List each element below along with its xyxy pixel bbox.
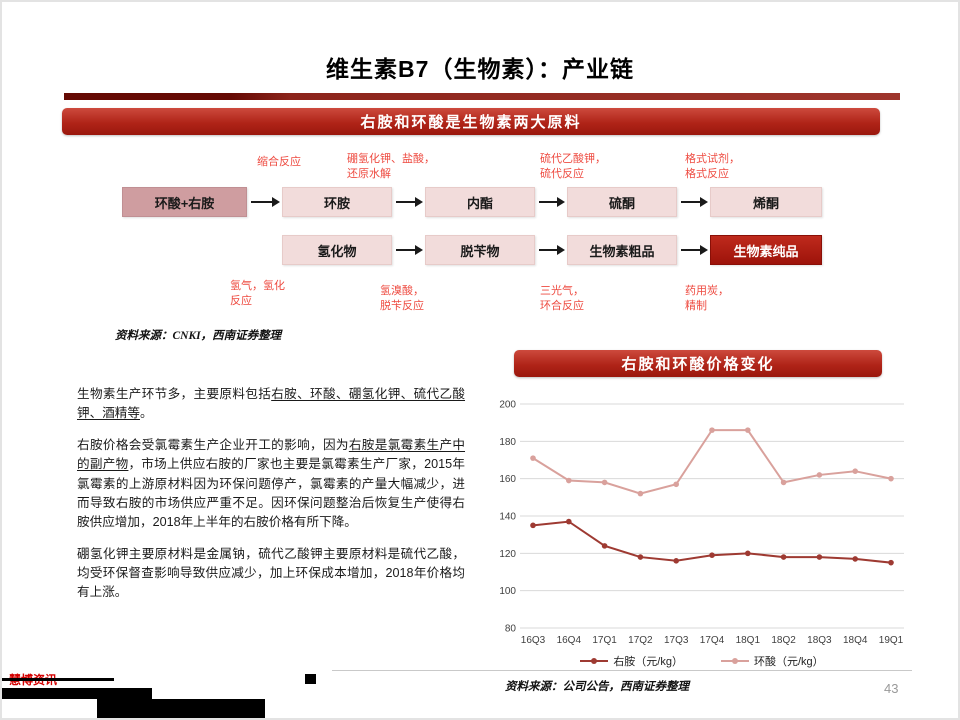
flow-arrow: [681, 197, 708, 207]
flow-arrow: [681, 245, 708, 255]
banner-price-change: 右胺和环酸价格变化: [514, 350, 882, 377]
analysis-paragraph: 硼氢化钾主要原材料是金属钠，硫代乙酸钾主要原材料是硫代乙酸，均受环保督查影响导致…: [77, 546, 465, 600]
footer-divider: [332, 670, 912, 671]
analysis-text: 生物素生产环节多，主要原料包括右胺、环酸、硼氢化钾、硫代乙酸钾、酒精等。右胺价格…: [77, 385, 465, 615]
svg-text:120: 120: [499, 549, 516, 560]
svg-text:18Q2: 18Q2: [771, 635, 796, 646]
svg-text:17Q2: 17Q2: [628, 635, 653, 646]
legend-label: 右胺（元/kg）: [613, 656, 683, 668]
flow-arrow: [396, 197, 423, 207]
flow-box-enone: 烯酮: [710, 187, 822, 217]
redaction-block: [97, 699, 265, 718]
banner-raw-materials-label: 右胺和环酸是生物素两大原料: [360, 114, 582, 131]
page-title: 维生素B7（生物素）：产业链: [326, 56, 634, 82]
flow-box-debenzyl: 脱苄物: [425, 235, 535, 265]
legend-label: 环酸（元/kg）: [754, 656, 824, 668]
svg-text:17Q4: 17Q4: [700, 635, 725, 646]
flow-box-hydride: 氢化物: [282, 235, 392, 265]
reaction-label-condensation: 缩合反应: [257, 156, 301, 168]
svg-text:16Q3: 16Q3: [521, 635, 546, 646]
svg-text:19Q1: 19Q1: [879, 635, 904, 646]
flow-box-pure-biotin: 生物素纯品: [710, 235, 822, 265]
redaction-block: [2, 678, 114, 681]
flow-box-crude-biotin: 生物素粗品: [567, 235, 677, 265]
analysis-paragraph: 右胺价格会受氯霉素生产企业开工的影响，因为右胺是氯霉素生产中的副产物，市场上供应…: [77, 438, 466, 529]
svg-text:16Q4: 16Q4: [557, 635, 582, 646]
banner-raw-materials: 右胺和环酸是生物素两大原料: [62, 108, 880, 135]
flow-arrow: [251, 197, 280, 207]
svg-text:140: 140: [499, 512, 516, 523]
footer-source: 资料来源：公司公告，西南证券整理: [505, 681, 689, 693]
redaction-block: [305, 674, 316, 684]
flow-box-raw-materials: 环酸+右胺: [122, 187, 247, 217]
legend-item: 右胺（元/kg）: [580, 653, 683, 669]
flow-box-thioketone: 硫酮: [567, 187, 677, 217]
svg-text:18Q1: 18Q1: [736, 635, 761, 646]
flow-box-cyclic-amine: 环胺: [282, 187, 392, 217]
banner-price-change-label: 右胺和环酸价格变化: [621, 356, 775, 373]
flow-arrow: [539, 245, 565, 255]
legend-line-marker-icon: [721, 658, 749, 664]
page-number: 43: [884, 681, 899, 696]
reaction-label-grignard: 格式试剂， 格式反应: [685, 153, 740, 180]
title-divider: [64, 93, 900, 100]
svg-text:200: 200: [499, 400, 516, 411]
flow-arrow: [396, 245, 423, 255]
svg-text:18Q3: 18Q3: [807, 635, 832, 646]
reaction-label-cyclization: 三光气， 环合反应: [540, 285, 584, 312]
diagram-source: 资料来源：CNKI，西南证券整理: [115, 330, 282, 342]
svg-text:18Q4: 18Q4: [843, 635, 868, 646]
flow-arrow: [539, 197, 565, 207]
svg-text:180: 180: [499, 437, 516, 448]
svg-text:100: 100: [499, 586, 516, 597]
redaction-block: [2, 688, 152, 699]
legend-line-marker-icon: [580, 658, 609, 664]
reaction-label-debenzylation: 氢溴酸， 脱苄反应: [380, 285, 424, 312]
chart-legend: 右胺（元/kg） 环酸（元/kg）: [502, 653, 902, 669]
svg-text:80: 80: [505, 624, 517, 635]
legend-item: 环酸（元/kg）: [721, 653, 824, 669]
flow-box-lactone: 内酯: [425, 187, 535, 217]
reaction-label-refine: 药用炭， 精制: [685, 285, 729, 312]
svg-text:17Q3: 17Q3: [664, 635, 689, 646]
reaction-label-thio: 硫代乙酸钾， 硫代反应: [540, 153, 606, 180]
reaction-label-hydrogenation: 氢气，氢化 反应: [230, 280, 285, 307]
price-line-chart: 80 100 120 140 160 180 200 16Q3 16Q4 17Q1 17Q2 17Q3…: [499, 400, 904, 646]
reaction-label-reduction: 硼氢化钾、盐酸， 还原水解: [347, 153, 435, 180]
svg-text:160: 160: [499, 474, 516, 485]
analysis-paragraph: 生物素生产环节多，主要原料包括右胺、环酸、硼氢化钾、硫代乙酸钾、酒精等。: [77, 387, 466, 421]
svg-text:17Q1: 17Q1: [592, 635, 617, 646]
